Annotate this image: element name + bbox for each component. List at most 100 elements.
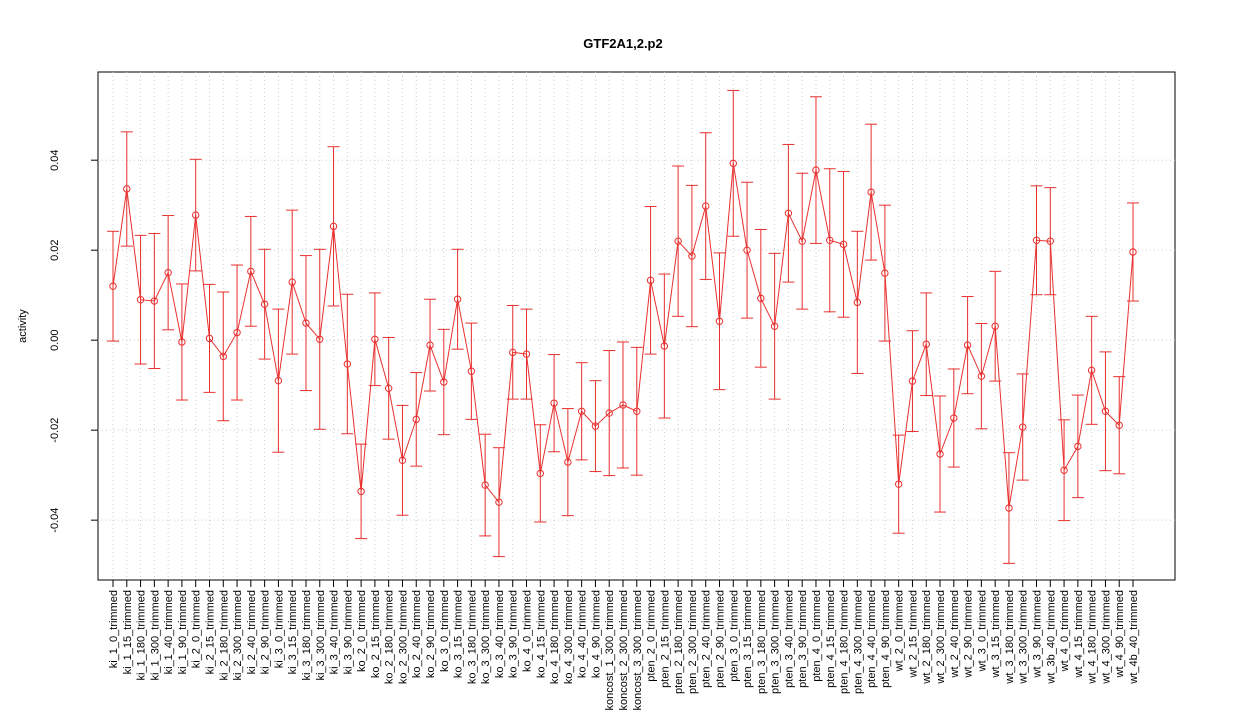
x-tick-label: ko_4_40_trimmed [577,590,589,678]
x-tick-label: ki_1_0_trimmed [108,590,120,668]
x-tick-label: pten_4_40_trimmed [866,590,878,688]
data-point [619,401,627,409]
x-tick-label: ko_3_90_trimmed [508,590,520,678]
x-tick-label: wt_2_90_trimmed [963,590,975,678]
data-point [1129,248,1137,256]
data-point [798,237,806,245]
data-point [247,267,255,276]
x-tick-label: pten_2_40_trimmed [701,590,713,688]
x-tick-label: pten_3_0_trimmed [728,590,740,682]
data-point [660,342,669,350]
y-axis-label: activity [17,309,29,343]
x-tick-label: pten_4_90_trimmed [880,590,892,688]
x-tick-label: pten_3_90_trimmed [797,590,809,688]
data-point [1074,442,1082,451]
data-point [274,376,283,385]
chart-title: GTF2A1,2.p2 [583,36,662,51]
data-point [123,185,131,193]
data-point [894,480,903,488]
data-point [564,458,572,466]
x-tick-label: ko_3_0_trimmed [439,590,451,672]
data-point [550,399,558,407]
x-tick-label: wt_2_180_trimmed [921,590,933,685]
x-tick-label: pten_3_300_trimmed [770,590,782,694]
data-point [826,236,834,244]
x-tick-label: ko_4_300_trimmed [563,590,575,684]
data-point [1032,236,1041,244]
data-point [812,166,820,174]
data-point [881,269,889,277]
y-tick-label: 0.02 [49,239,61,260]
x-tick-label: ko_2_180_trimmed [384,590,396,684]
x-tick-label: ki_2_90_trimmed [260,590,272,674]
x-tick-label: wt_2_0_trimmed [894,590,906,672]
x-tick-label: wt_3_90_trimmed [1032,590,1044,678]
x-tick-label: pten_4_180_trimmed [839,590,851,694]
y-tick-label: -0.04 [49,508,61,533]
data-point [329,222,338,231]
data-point [936,450,944,458]
data-point [577,407,586,415]
data-point [412,415,420,424]
x-tick-label: pten_2_0_trimmed [646,590,658,682]
x-tick-label: ko_2_0_trimmed [356,590,368,672]
data-point [536,469,544,478]
x-tick-label: wt_3_300_trimmed [1018,590,1030,685]
data-point [977,372,986,380]
x-tick-label: ko_4_15_trimmed [535,590,547,678]
data-point [1115,421,1123,429]
data-point [702,202,710,210]
data-point [950,414,958,422]
data-point [260,300,269,308]
x-tick-label: ki_2_180_trimmed [218,590,230,681]
x-tick-label: wt_3b_40_trimmed [1045,590,1057,685]
x-tick-label: ko_4_90_trimmed [590,590,602,678]
x-tick-label: ki_1_90_trimmed [177,590,189,674]
data-point [757,294,765,303]
data-point [784,209,793,217]
x-tick-label: wt_2_15_trimmed [907,590,919,678]
x-tick-label: wt_4_300_trimmed [1100,590,1112,685]
data-point [908,377,917,385]
data-point [605,409,613,417]
data-point [384,384,393,393]
x-tick-label: pten_4_15_trimmed [825,590,837,688]
data-point [302,319,310,327]
x-tick-label: ki_2_0_trimmed [191,590,203,668]
x-tick-label: pten_2_90_trimmed [714,590,726,688]
data-point [495,498,503,506]
data-point [316,335,324,343]
data-point [1046,237,1054,245]
x-tick-label: ko_3_180_trimmed [466,590,478,684]
data-point [1060,466,1068,474]
x-tick-label: wt_4b_40_trimmed [1128,590,1140,685]
x-tick-label: ki_2_300_trimmed [232,590,244,681]
x-tick-label: ki_3_90_trimmed [342,590,354,674]
data-point [646,276,655,285]
data-point [991,322,999,330]
data-point [674,237,682,245]
data-point [192,211,200,219]
data-point [633,407,641,415]
x-tick-label: wt_4_0_trimmed [1059,590,1071,672]
x-tick-label: ki_2_15_trimmed [204,590,216,674]
data-point [688,252,696,260]
x-tick-label: wt_2_40_trimmed [949,590,961,678]
x-tick-label: wt_4_90_trimmed [1114,590,1126,678]
data-point [219,352,227,361]
data-point [178,338,186,346]
x-tick-label: ki_1_40_trimmed [163,590,175,674]
x-tick-label: ki_3_0_trimmed [273,590,285,668]
x-tick-label: pten_3_180_trimmed [756,590,768,694]
data-point [963,341,972,349]
x-tick-label: pten_3_40_trimmed [783,590,795,688]
data-point [1087,366,1096,375]
x-tick-label: ko_4_180_trimmed [549,590,561,684]
data-point [453,295,462,303]
x-tick-label: koncost_3_300_trimmed [632,590,644,710]
data-point [591,422,600,430]
data-point [770,322,779,330]
x-tick-label: wt_3_15_trimmed [990,590,1002,678]
x-tick-label: wt_2_300_trimmed [935,590,947,685]
